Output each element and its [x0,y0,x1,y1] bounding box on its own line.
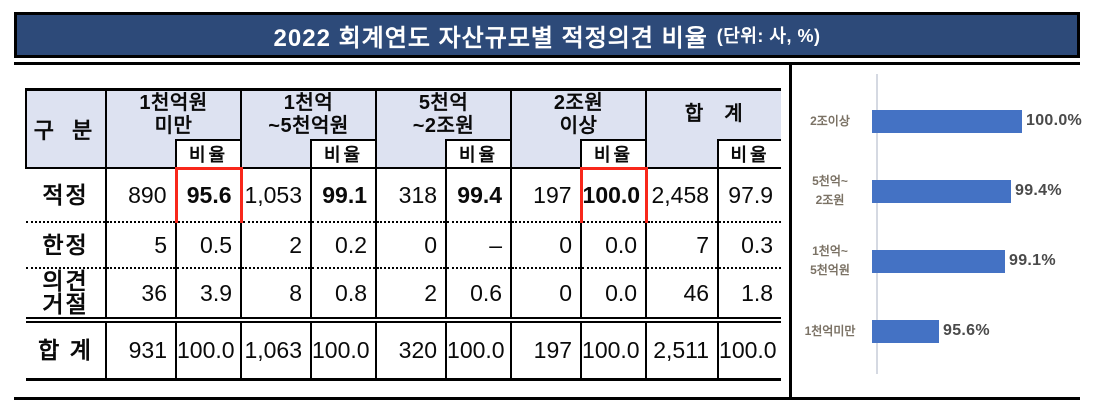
cell-count: 890 [105,168,176,223]
cell-count: 36 [105,268,176,323]
cell-count: 197 [510,320,582,381]
row-label: 의견 거절 [26,268,106,323]
cell-ratio: 0.0 [580,268,647,323]
chart-row: 2조이상 100.0% [792,86,1092,156]
cell-ratio: 0.6 [445,268,512,323]
cell-count: 0 [375,222,447,269]
cell-ratio: 0.3 [717,222,782,269]
cell-count: 320 [375,320,447,381]
bottom-rule [14,397,1080,400]
bar-value-label: 95.6% [943,322,990,339]
title-unit-label: (단위: 사, %) [716,26,821,46]
col-header-under-100b: 1천억원 미만 [104,88,242,140]
cell-ratio: 0.8 [310,268,377,323]
table-row-disclaimer: 의견 거절 36 3.9 8 0.8 2 0.6 0 0.0 46 1.8 [26,268,782,323]
cell-ratio: 100.0 [717,320,782,381]
cell-ratio-highlighted: 100.0 [579,166,648,223]
table-chart-divider [789,62,792,400]
cell-count: 5 [105,222,176,269]
bar-value-label: 99.1% [1009,252,1056,269]
cell-count: 931 [105,320,176,381]
col-header-500b-2t: 5천억 ~2조원 [375,88,512,140]
bar-100b-500b [872,249,1005,273]
chart-category-label: 2조이상 [810,113,850,128]
cell-ratio: 100.0 [445,320,512,381]
header-spacer [645,139,719,169]
cell-ratio: 0.2 [310,222,377,269]
ratio-subheader: 비율 [174,138,242,169]
row-label: 적정 [26,168,106,223]
table-row-unqualified: 적정 890 95.6 1,053 99.1 318 99.4 197 100.… [26,166,782,223]
cell-ratio: 0.0 [580,222,647,269]
opinion-ratio-table: 구 분 1천억원 미만 1천억 ~5천억원 5천억 ~2조원 2조원 이상 합 … [25,88,782,381]
ratio-subheader: 비율 [445,138,512,169]
cell-ratio-highlighted: 95.6 [174,166,243,223]
top-rule [14,62,1080,65]
cell-count: 2,511 [645,320,719,381]
cell-count: 0 [510,222,582,269]
cell-count: 197 [510,168,582,223]
table-row-qualified: 한정 5 0.5 2 0.2 0 – 0 0.0 7 0.3 [26,222,782,269]
cell-count: 2,458 [645,168,719,223]
cell-ratio: – [445,222,512,269]
header-row-ratio: 비율 비율 비율 비율 비율 [26,138,782,169]
chart-row: 1천억미만 95.6% [792,296,1092,366]
header-spacer [240,139,312,169]
cell-count: 1,063 [240,320,312,381]
cell-ratio: 1.8 [717,268,782,323]
cell-count: 1,053 [240,168,312,223]
chart-axis-line [876,74,878,374]
cell-count: 318 [375,168,447,223]
title-banner: 2022 회계연도 자산규모별 적정의견 비율 (단위: 사, %) [14,12,1080,58]
cell-ratio: 100.0 [580,320,647,381]
cell-ratio: 100.0 [174,320,242,381]
cell-count: 0 [510,268,582,323]
cell-ratio: 100.0 [310,320,377,381]
header-spacer [510,139,582,169]
chart-row: 1천억~ 5천억원 99.1% [792,226,1092,296]
bar-500b-2t [872,179,1011,203]
cell-count: 2 [375,268,447,323]
table-row-total: 합 계 931 100.0 1,063 100.0 320 100.0 197 … [26,320,782,381]
col-header-category: 구 분 [25,88,107,169]
cell-ratio: 99.4 [445,168,512,223]
ratio-subheader: 비율 [717,138,782,169]
bar-over-2t [872,109,1022,133]
cell-ratio: 97.9 [717,168,782,223]
chart-row: 5천억~ 2조원 99.4% [792,156,1092,226]
cell-count: 46 [645,268,719,323]
cell-ratio: 0.5 [174,222,242,269]
cell-count: 7 [645,222,719,269]
page-title: 2022 회계연도 자산규모별 적정의견 비율 [273,24,708,52]
row-label: 합 계 [26,320,106,381]
header-row-groups: 구 분 1천억원 미만 1천억 ~5천억원 5천억 ~2조원 2조원 이상 합 … [25,88,782,169]
bar-value-label: 99.4% [1015,182,1062,199]
chart-category-label: 1천억미만 [804,323,856,338]
ratio-bar-chart: 2조이상 100.0% 5천억~ 2조원 99.4% 1천억~ 5천억원 99.… [792,74,1092,374]
cell-count: 8 [240,268,312,323]
ratio-subheader: 비율 [310,138,377,169]
header-spacer [375,139,447,169]
row-label: 한정 [26,222,106,269]
cell-ratio: 99.1 [310,168,377,223]
cell-ratio: 3.9 [174,268,242,323]
chart-category-label: 5천억~ 2조원 [812,174,848,207]
cell-count: 2 [240,222,312,269]
bar-value-label: 100.0% [1026,112,1083,129]
bar-under-100b [872,319,939,343]
ratio-subheader: 비율 [580,138,647,169]
header-spacer [105,139,176,169]
col-header-over-2t: 2조원 이상 [510,88,647,140]
chart-category-label: 1천억~ 5천억원 [810,244,850,277]
col-header-total: 합 계 [645,88,782,140]
col-header-100b-500b: 1천억 ~5천억원 [240,88,377,140]
